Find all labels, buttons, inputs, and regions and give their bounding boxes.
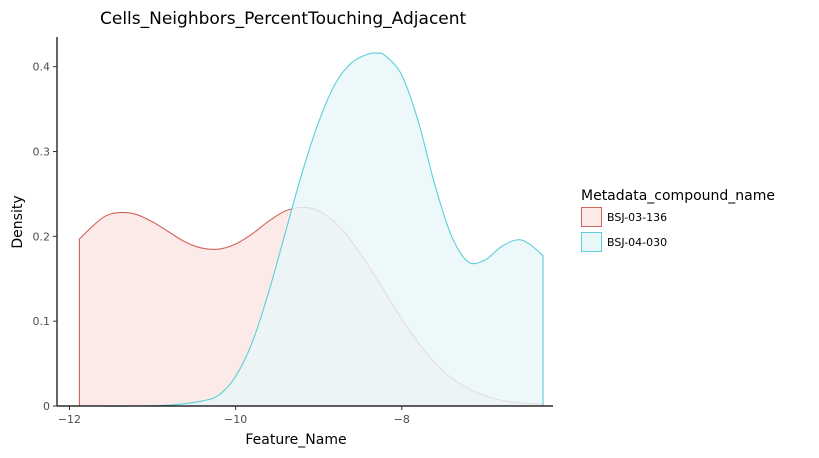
y-axis-title: Density xyxy=(10,195,26,248)
plot-area xyxy=(78,52,544,407)
y-tick-label: 0.4 xyxy=(33,61,51,74)
chart-title: Cells_Neighbors_PercentTouching_Adjacent xyxy=(100,9,467,29)
y-tick-label: 0.3 xyxy=(33,146,51,159)
x-tick-label: −12 xyxy=(58,413,81,426)
legend-label: BSJ-04-030 xyxy=(607,236,667,249)
x-tick-label: −8 xyxy=(394,413,410,426)
ticks: −12 −10 −8 0 0.1 0.2 0.3 0.4 xyxy=(33,61,410,426)
legend-label: BSJ-03-136 xyxy=(607,211,667,224)
axes xyxy=(56,37,553,407)
legend-key-bsj-04-030 xyxy=(581,232,602,252)
x-tick-label: −10 xyxy=(224,413,247,426)
x-axis-title: Feature_Name xyxy=(245,432,346,448)
legend: Metadata_compound_name BSJ-03-136 BSJ-04-… xyxy=(581,188,775,252)
y-tick-label: 0.2 xyxy=(33,230,51,243)
y-tick-label: 0.1 xyxy=(33,315,51,328)
legend-title: Metadata_compound_name xyxy=(581,188,775,204)
legend-key-bsj-03-136 xyxy=(581,207,602,227)
density-area-bsj-04-030 xyxy=(79,52,544,407)
y-tick-label: 0 xyxy=(43,400,50,413)
